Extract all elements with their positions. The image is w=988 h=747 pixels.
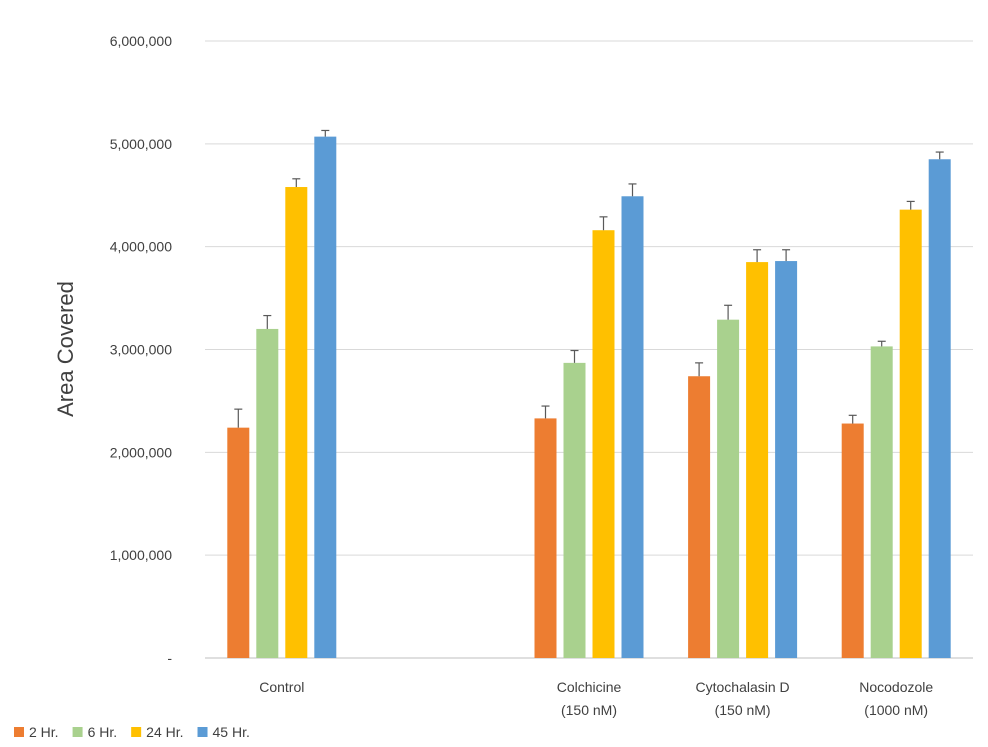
x-category-label: Control bbox=[259, 679, 304, 695]
x-category-label: (150 nM) bbox=[561, 702, 617, 718]
y-tick-label: - bbox=[167, 650, 172, 666]
legend-swatch bbox=[197, 727, 208, 737]
y-tick-label: 1,000,000 bbox=[110, 547, 172, 563]
x-category-label: Colchicine bbox=[557, 679, 622, 695]
bar bbox=[227, 427, 250, 658]
error-bars bbox=[234, 129, 944, 428]
bar bbox=[717, 319, 740, 658]
x-category-label: (150 nM) bbox=[715, 702, 771, 718]
y-tick-label: 2,000,000 bbox=[110, 444, 172, 460]
legend-label: 2 Hr. bbox=[29, 724, 59, 740]
legend-swatch bbox=[14, 727, 24, 737]
bar bbox=[285, 187, 308, 659]
y-tick-label: 4,000,000 bbox=[110, 239, 172, 255]
y-tick-label: 3,000,000 bbox=[110, 342, 172, 358]
y-axis-ticks: - 1,000,000 2,000,000 3,000,000 4,000,000 5,0… bbox=[110, 33, 173, 666]
y-axis-title: Area Covered bbox=[53, 281, 78, 417]
legend-label: 6 Hr. bbox=[88, 724, 118, 740]
x-category-label: Cytochalasin D bbox=[696, 679, 790, 695]
bar-marks bbox=[227, 136, 951, 659]
bar bbox=[688, 376, 711, 658]
x-category-label: (1000 nM) bbox=[864, 702, 928, 718]
bar bbox=[928, 159, 951, 658]
legend: 2 Hr. 6 Hr. 24 Hr. 45 Hr. bbox=[14, 724, 250, 740]
bar bbox=[746, 262, 769, 658]
bar bbox=[775, 261, 798, 658]
bar bbox=[899, 209, 922, 658]
bar bbox=[870, 346, 893, 658]
legend-label: 24 Hr. bbox=[146, 724, 183, 740]
bar bbox=[563, 362, 586, 658]
legend-swatch bbox=[131, 727, 142, 737]
x-axis-categories: Control Colchicine (150 nM) Cytochalasin D (… bbox=[259, 679, 933, 718]
bar bbox=[621, 196, 644, 659]
y-tick-label: 5,000,000 bbox=[110, 136, 172, 152]
legend-swatch bbox=[72, 727, 83, 737]
y-tick-label: 6,000,000 bbox=[110, 33, 172, 49]
bar bbox=[314, 136, 337, 658]
bar bbox=[534, 418, 557, 658]
bar bbox=[592, 230, 615, 659]
bar bbox=[841, 423, 864, 658]
x-category-label: Nocodozole bbox=[859, 679, 933, 695]
legend-label: 45 Hr. bbox=[213, 724, 250, 740]
bar bbox=[256, 328, 279, 658]
